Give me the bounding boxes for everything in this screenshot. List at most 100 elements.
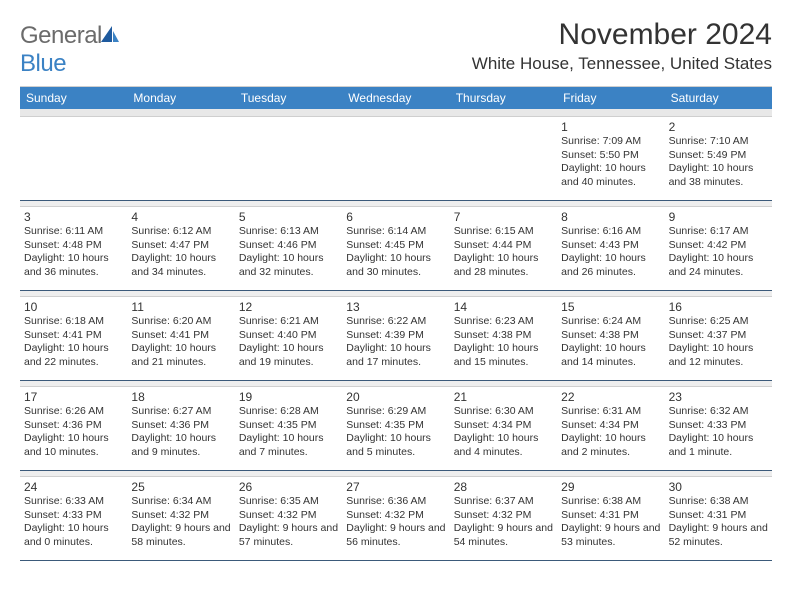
calendar-cell — [235, 117, 342, 201]
day-header: Friday — [557, 87, 664, 109]
day-number: 8 — [561, 210, 660, 224]
day-info: Sunrise: 7:09 AMSunset: 5:50 PMDaylight:… — [561, 135, 660, 190]
calendar-cell: 21Sunrise: 6:30 AMSunset: 4:34 PMDayligh… — [450, 387, 557, 471]
day-header: Sunday — [20, 87, 127, 109]
calendar-cell: 8Sunrise: 6:16 AMSunset: 4:43 PMDaylight… — [557, 207, 664, 291]
calendar-cell: 10Sunrise: 6:18 AMSunset: 4:41 PMDayligh… — [20, 297, 127, 381]
calendar-cell: 16Sunrise: 6:25 AMSunset: 4:37 PMDayligh… — [665, 297, 772, 381]
day-info: Sunrise: 6:25 AMSunset: 4:37 PMDaylight:… — [669, 315, 768, 370]
calendar-cell: 22Sunrise: 6:31 AMSunset: 4:34 PMDayligh… — [557, 387, 664, 471]
day-header: Saturday — [665, 87, 772, 109]
day-number: 18 — [131, 390, 230, 404]
calendar-grid: SundayMondayTuesdayWednesdayThursdayFrid… — [20, 86, 772, 561]
day-info: Sunrise: 6:16 AMSunset: 4:43 PMDaylight:… — [561, 225, 660, 280]
day-info: Sunrise: 6:12 AMSunset: 4:47 PMDaylight:… — [131, 225, 230, 280]
day-number: 25 — [131, 480, 230, 494]
day-number: 28 — [454, 480, 553, 494]
calendar-cell — [20, 117, 127, 201]
logo-word1: General — [20, 22, 102, 49]
calendar-cell: 3Sunrise: 6:11 AMSunset: 4:48 PMDaylight… — [20, 207, 127, 291]
day-info: Sunrise: 6:37 AMSunset: 4:32 PMDaylight:… — [454, 495, 553, 550]
day-number: 24 — [24, 480, 123, 494]
calendar-cell: 30Sunrise: 6:38 AMSunset: 4:31 PMDayligh… — [665, 477, 772, 561]
day-number: 26 — [239, 480, 338, 494]
day-number: 29 — [561, 480, 660, 494]
day-info: Sunrise: 6:27 AMSunset: 4:36 PMDaylight:… — [131, 405, 230, 460]
day-info: Sunrise: 6:28 AMSunset: 4:35 PMDaylight:… — [239, 405, 338, 460]
day-number: 9 — [669, 210, 768, 224]
logo-word2: Blue — [20, 50, 66, 77]
calendar-cell: 7Sunrise: 6:15 AMSunset: 4:44 PMDaylight… — [450, 207, 557, 291]
day-number: 5 — [239, 210, 338, 224]
day-number: 12 — [239, 300, 338, 314]
day-number: 20 — [346, 390, 445, 404]
day-info: Sunrise: 6:34 AMSunset: 4:32 PMDaylight:… — [131, 495, 230, 550]
day-info: Sunrise: 6:35 AMSunset: 4:32 PMDaylight:… — [239, 495, 338, 550]
day-number: 14 — [454, 300, 553, 314]
day-number: 22 — [561, 390, 660, 404]
calendar-cell: 29Sunrise: 6:38 AMSunset: 4:31 PMDayligh… — [557, 477, 664, 561]
day-number: 17 — [24, 390, 123, 404]
calendar-cell: 1Sunrise: 7:09 AMSunset: 5:50 PMDaylight… — [557, 117, 664, 201]
calendar-cell: 4Sunrise: 6:12 AMSunset: 4:47 PMDaylight… — [127, 207, 234, 291]
day-number: 1 — [561, 120, 660, 134]
calendar-cell: 17Sunrise: 6:26 AMSunset: 4:36 PMDayligh… — [20, 387, 127, 471]
day-number: 3 — [24, 210, 123, 224]
day-info: Sunrise: 6:20 AMSunset: 4:41 PMDaylight:… — [131, 315, 230, 370]
calendar-cell: 14Sunrise: 6:23 AMSunset: 4:38 PMDayligh… — [450, 297, 557, 381]
day-number: 15 — [561, 300, 660, 314]
day-info: Sunrise: 6:21 AMSunset: 4:40 PMDaylight:… — [239, 315, 338, 370]
calendar-cell: 9Sunrise: 6:17 AMSunset: 4:42 PMDaylight… — [665, 207, 772, 291]
day-number: 10 — [24, 300, 123, 314]
day-info: Sunrise: 6:36 AMSunset: 4:32 PMDaylight:… — [346, 495, 445, 550]
calendar-cell: 11Sunrise: 6:20 AMSunset: 4:41 PMDayligh… — [127, 297, 234, 381]
month-title: November 2024 — [472, 18, 772, 52]
day-number: 23 — [669, 390, 768, 404]
day-info: Sunrise: 6:18 AMSunset: 4:41 PMDaylight:… — [24, 315, 123, 370]
calendar-cell: 15Sunrise: 6:24 AMSunset: 4:38 PMDayligh… — [557, 297, 664, 381]
calendar-cell — [342, 117, 449, 201]
calendar-cell: 20Sunrise: 6:29 AMSunset: 4:35 PMDayligh… — [342, 387, 449, 471]
day-number: 13 — [346, 300, 445, 314]
day-info: Sunrise: 6:31 AMSunset: 4:34 PMDaylight:… — [561, 405, 660, 460]
day-info: Sunrise: 6:22 AMSunset: 4:39 PMDaylight:… — [346, 315, 445, 370]
day-number: 2 — [669, 120, 768, 134]
day-info: Sunrise: 6:24 AMSunset: 4:38 PMDaylight:… — [561, 315, 660, 370]
day-number: 27 — [346, 480, 445, 494]
calendar-cell: 27Sunrise: 6:36 AMSunset: 4:32 PMDayligh… — [342, 477, 449, 561]
day-number: 4 — [131, 210, 230, 224]
day-info: Sunrise: 6:26 AMSunset: 4:36 PMDaylight:… — [24, 405, 123, 460]
day-header: Wednesday — [342, 87, 449, 109]
calendar-cell: 2Sunrise: 7:10 AMSunset: 5:49 PMDaylight… — [665, 117, 772, 201]
calendar-cell: 18Sunrise: 6:27 AMSunset: 4:36 PMDayligh… — [127, 387, 234, 471]
day-number: 16 — [669, 300, 768, 314]
calendar-cell: 28Sunrise: 6:37 AMSunset: 4:32 PMDayligh… — [450, 477, 557, 561]
day-header: Tuesday — [235, 87, 342, 109]
location: White House, Tennessee, United States — [472, 54, 772, 74]
day-info: Sunrise: 6:14 AMSunset: 4:45 PMDaylight:… — [346, 225, 445, 280]
day-number: 19 — [239, 390, 338, 404]
day-info: Sunrise: 6:15 AMSunset: 4:44 PMDaylight:… — [454, 225, 553, 280]
day-info: Sunrise: 6:13 AMSunset: 4:46 PMDaylight:… — [239, 225, 338, 280]
calendar-cell: 12Sunrise: 6:21 AMSunset: 4:40 PMDayligh… — [235, 297, 342, 381]
day-number: 30 — [669, 480, 768, 494]
day-header: Thursday — [450, 87, 557, 109]
day-info: Sunrise: 6:11 AMSunset: 4:48 PMDaylight:… — [24, 225, 123, 280]
calendar-cell: 26Sunrise: 6:35 AMSunset: 4:32 PMDayligh… — [235, 477, 342, 561]
calendar-cell — [127, 117, 234, 201]
day-number: 6 — [346, 210, 445, 224]
day-info: Sunrise: 6:17 AMSunset: 4:42 PMDaylight:… — [669, 225, 768, 280]
day-info: Sunrise: 6:23 AMSunset: 4:38 PMDaylight:… — [454, 315, 553, 370]
calendar-cell — [450, 117, 557, 201]
calendar-cell: 24Sunrise: 6:33 AMSunset: 4:33 PMDayligh… — [20, 477, 127, 561]
logo: General Blue — [20, 18, 120, 78]
header: General Blue November 2024 White House, … — [20, 18, 772, 78]
calendar-cell: 6Sunrise: 6:14 AMSunset: 4:45 PMDaylight… — [342, 207, 449, 291]
day-info: Sunrise: 6:38 AMSunset: 4:31 PMDaylight:… — [669, 495, 768, 550]
calendar-cell: 13Sunrise: 6:22 AMSunset: 4:39 PMDayligh… — [342, 297, 449, 381]
day-info: Sunrise: 6:33 AMSunset: 4:33 PMDaylight:… — [24, 495, 123, 550]
day-info: Sunrise: 6:29 AMSunset: 4:35 PMDaylight:… — [346, 405, 445, 460]
day-number: 7 — [454, 210, 553, 224]
day-header: Monday — [127, 87, 234, 109]
day-info: Sunrise: 6:30 AMSunset: 4:34 PMDaylight:… — [454, 405, 553, 460]
